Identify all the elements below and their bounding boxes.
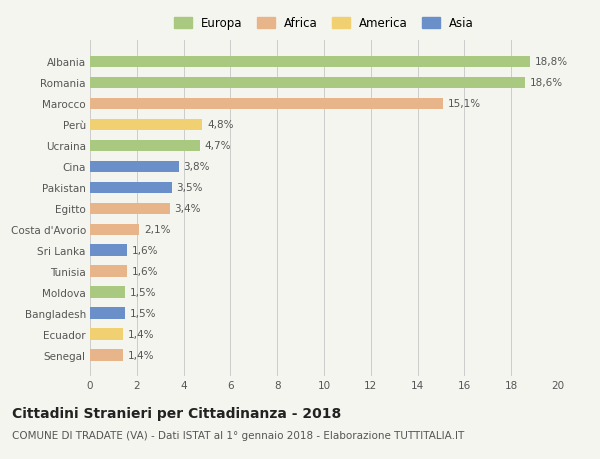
Text: COMUNE DI TRADATE (VA) - Dati ISTAT al 1° gennaio 2018 - Elaborazione TUTTITALIA: COMUNE DI TRADATE (VA) - Dati ISTAT al 1… — [12, 431, 464, 441]
Text: 3,4%: 3,4% — [174, 204, 201, 214]
Bar — [90, 308, 125, 319]
Text: 2,1%: 2,1% — [144, 225, 170, 235]
Bar — [90, 350, 123, 361]
Bar — [90, 161, 179, 173]
Bar — [90, 78, 525, 89]
Text: Cittadini Stranieri per Cittadinanza - 2018: Cittadini Stranieri per Cittadinanza - 2… — [12, 406, 341, 420]
Text: 4,7%: 4,7% — [205, 141, 231, 151]
Text: 1,5%: 1,5% — [130, 308, 156, 319]
Text: 1,6%: 1,6% — [132, 267, 158, 277]
Bar — [90, 119, 202, 131]
Text: 1,6%: 1,6% — [132, 246, 158, 256]
Text: 3,5%: 3,5% — [176, 183, 203, 193]
Bar — [90, 56, 530, 68]
Text: 1,4%: 1,4% — [127, 330, 154, 340]
Text: 18,8%: 18,8% — [535, 57, 568, 67]
Bar — [90, 245, 127, 257]
Text: 18,6%: 18,6% — [530, 78, 563, 88]
Text: 1,4%: 1,4% — [127, 350, 154, 360]
Bar — [90, 140, 200, 152]
Text: 4,8%: 4,8% — [207, 120, 233, 130]
Bar — [90, 98, 443, 110]
Text: 3,8%: 3,8% — [184, 162, 210, 172]
Bar — [90, 266, 127, 277]
Bar — [90, 329, 123, 340]
Bar — [90, 287, 125, 298]
Bar — [90, 203, 170, 215]
Text: 15,1%: 15,1% — [448, 99, 481, 109]
Bar — [90, 182, 172, 194]
Text: 1,5%: 1,5% — [130, 288, 156, 297]
Legend: Europa, Africa, America, Asia: Europa, Africa, America, Asia — [170, 14, 478, 34]
Bar — [90, 224, 139, 235]
